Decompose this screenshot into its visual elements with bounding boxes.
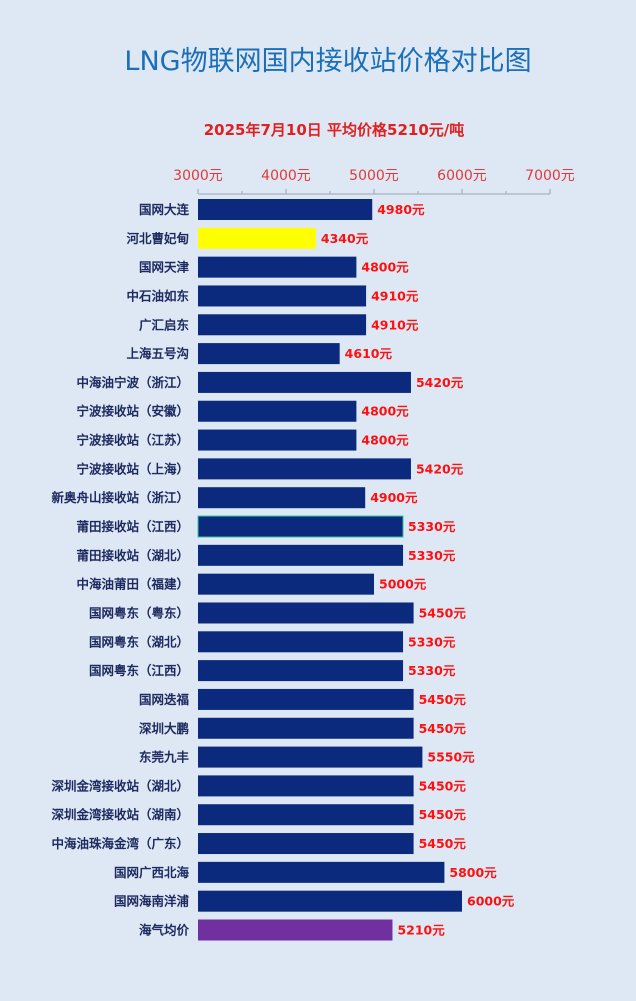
bar: [198, 199, 373, 220]
bar: [198, 717, 414, 739]
x-tick-label: 5000元: [349, 168, 399, 184]
category-label: 国网天津: [139, 260, 190, 275]
chart-title: LNG物联网国内接收站价格对比图: [124, 46, 531, 77]
bar: [198, 544, 404, 566]
x-tick-label: 6000元: [437, 168, 487, 184]
value-label: 4800元: [361, 433, 409, 448]
value-label: 5330元: [408, 548, 456, 563]
value-label: 4910元: [371, 317, 419, 332]
bar: [198, 602, 414, 624]
bar: [198, 833, 414, 855]
value-label: 5330元: [408, 663, 456, 678]
chart-subtitle: 2025年7月10日 平均价格5210元/吨: [204, 121, 465, 139]
value-label: 5000元: [379, 577, 427, 592]
bar: [198, 343, 340, 365]
value-label: 5210元: [397, 923, 445, 938]
category-label: 中海油莆田（福建）: [76, 577, 189, 592]
value-label: 4800元: [361, 404, 409, 419]
bar: [198, 688, 414, 710]
bar: [198, 746, 423, 768]
x-tick-label: 3000元: [173, 168, 223, 184]
bar: [198, 804, 414, 826]
bar: [198, 227, 316, 249]
value-label: 5450元: [419, 807, 467, 822]
value-label: 5450元: [419, 692, 467, 707]
category-label: 宁波接收站（上海）: [76, 461, 189, 476]
value-label: 5330元: [408, 519, 456, 534]
category-label: 新奥舟山接收站（浙江）: [51, 490, 189, 505]
category-label: 莆田接收站（江西）: [76, 519, 189, 534]
bar: [198, 660, 404, 682]
category-label: 国网海南洋浦: [114, 894, 190, 909]
value-label: 5420元: [416, 375, 464, 390]
value-label: 4900元: [370, 490, 418, 505]
category-label: 河北曹妃甸: [126, 231, 189, 246]
category-label: 上海五号沟: [126, 346, 189, 361]
category-label: 广汇启东: [139, 317, 190, 332]
bar: [198, 314, 367, 336]
category-label: 宁波接收站（江苏）: [76, 433, 189, 448]
bar: [197, 515, 404, 538]
value-label: 4800元: [361, 260, 409, 275]
bar: [198, 573, 374, 595]
category-label: 国网粤东（江西）: [89, 663, 189, 678]
value-label: 5450元: [419, 836, 467, 851]
category-label: 国网粤东（粤东）: [89, 605, 189, 620]
bar: [198, 631, 404, 653]
value-label: 4910元: [371, 288, 419, 303]
x-tick-label: 4000元: [261, 168, 311, 184]
bar: [198, 256, 357, 278]
category-label: 宁波接收站（安徽）: [76, 404, 189, 419]
value-label: 4340元: [321, 231, 369, 246]
value-label: 5450元: [419, 778, 467, 793]
x-tick-label: 7000元: [525, 168, 575, 184]
value-label: 5550元: [427, 750, 475, 765]
bar: [198, 919, 393, 941]
category-label: 东莞九丰: [139, 750, 190, 765]
bar: [198, 775, 414, 797]
category-label: 深圳大鹏: [139, 721, 189, 736]
category-label: 深圳金湾接收站（湖南）: [51, 807, 189, 822]
category-label: 海气均价: [139, 923, 190, 938]
bar: [198, 371, 411, 393]
bar: [198, 429, 357, 451]
value-label: 5450元: [419, 605, 467, 620]
category-label: 国网粤东（湖北）: [89, 634, 189, 649]
value-label: 6000元: [467, 894, 515, 909]
value-label: 4610元: [345, 346, 393, 361]
value-label: 5800元: [449, 865, 497, 880]
category-label: 中海油珠海金湾（广东）: [51, 836, 189, 851]
category-label: 国网大连: [139, 202, 190, 217]
value-label: 5330元: [408, 634, 456, 649]
value-label: 5420元: [416, 461, 464, 476]
bar: [198, 890, 462, 912]
category-label: 国网广西北海: [114, 865, 190, 880]
category-label: 莆田接收站（湖北）: [76, 548, 189, 563]
bar: [198, 487, 366, 509]
value-label: 4980元: [377, 202, 425, 217]
x-axis: 3000元 4000元 5000元 6000元 7000元: [173, 168, 575, 195]
value-label: 5450元: [419, 721, 467, 736]
bar: [198, 400, 357, 422]
bar: [198, 458, 411, 480]
category-label: 深圳金湾接收站（湖北）: [51, 778, 189, 793]
bar: [198, 285, 367, 307]
category-label: 国网迭福: [139, 692, 190, 707]
bar: [198, 861, 445, 883]
category-label: 中石油如东: [126, 288, 189, 303]
category-label: 中海油宁波（浙江）: [76, 375, 189, 390]
